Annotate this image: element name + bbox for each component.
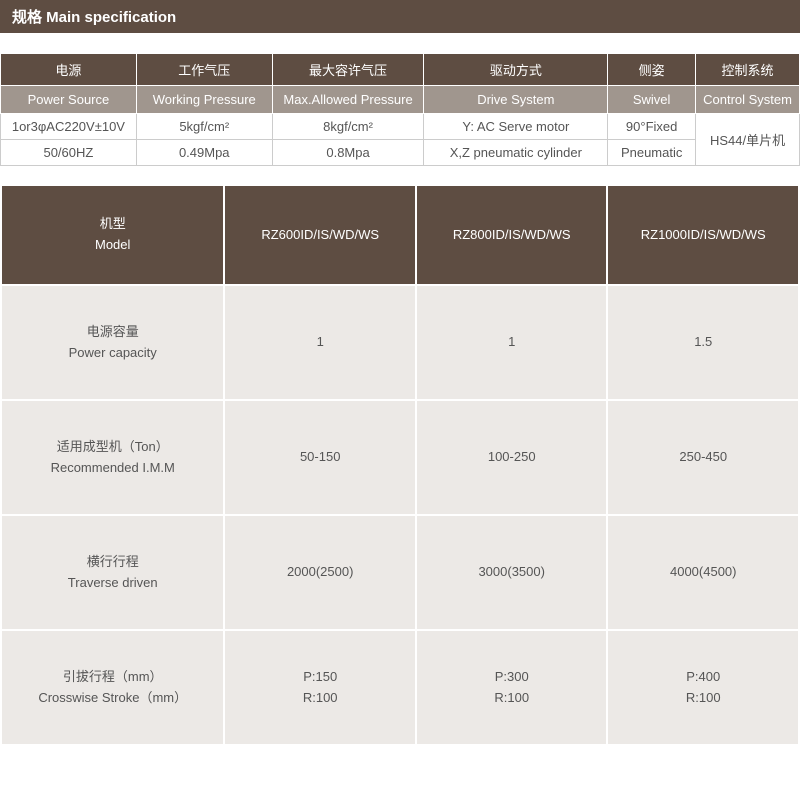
spec-h-cn-1: 工作气压 bbox=[136, 54, 272, 86]
spec-cell: Pneumatic bbox=[608, 140, 696, 166]
model-cell: 3000(3500) bbox=[416, 515, 608, 630]
spec-cell-control: HS44/单片机 bbox=[696, 114, 800, 166]
spec-header-cn: 电源 工作气压 最大容许气压 驱动方式 侧姿 控制系统 bbox=[1, 54, 800, 86]
spec-h-cn-0: 电源 bbox=[1, 54, 137, 86]
model-row-3: 引拔行程（mm） Crosswise Stroke（mm） P:150 R:10… bbox=[1, 630, 799, 745]
model-cell: P:400 R:100 bbox=[607, 630, 799, 745]
spec-cell: 90°Fixed bbox=[608, 114, 696, 140]
model-cell: 2000(2500) bbox=[224, 515, 416, 630]
model-row-label: 电源容量 Power capacity bbox=[1, 285, 224, 400]
spec-cell: 8kgf/cm² bbox=[272, 114, 424, 140]
spec-cell: 0.8Mpa bbox=[272, 140, 424, 166]
model-cell: 1 bbox=[416, 285, 608, 400]
model-cell: P:300 R:100 bbox=[416, 630, 608, 745]
model-cell: 4000(4500) bbox=[607, 515, 799, 630]
model-table: 机型 Model RZ600ID/IS/WD/WS RZ800ID/IS/WD/… bbox=[0, 184, 800, 746]
spec-h-en-4: Swivel bbox=[608, 86, 696, 114]
spec-h-cn-3: 驱动方式 bbox=[424, 54, 608, 86]
model-row-label: 适用成型机（Ton） Recommended I.M.M bbox=[1, 400, 224, 515]
spec-h-cn-5: 控制系统 bbox=[696, 54, 800, 86]
spec-cell: 50/60HZ bbox=[1, 140, 137, 166]
model-header-1: RZ800ID/IS/WD/WS bbox=[416, 185, 608, 285]
model-cell: 1.5 bbox=[607, 285, 799, 400]
model-header-0: RZ600ID/IS/WD/WS bbox=[224, 185, 416, 285]
spec-h-en-2: Max.Allowed Pressure bbox=[272, 86, 424, 114]
spec-row-0: 1or3φAC220V±10V 5kgf/cm² 8kgf/cm² Y: AC … bbox=[1, 114, 800, 140]
spec-cell: 5kgf/cm² bbox=[136, 114, 272, 140]
spec-h-en-0: Power Source bbox=[1, 86, 137, 114]
model-cell: P:150 R:100 bbox=[224, 630, 416, 745]
model-header-label: 机型 Model bbox=[1, 185, 224, 285]
model-cell: 100-250 bbox=[416, 400, 608, 515]
model-row-1: 适用成型机（Ton） Recommended I.M.M 50-150 100-… bbox=[1, 400, 799, 515]
model-header-2: RZ1000ID/IS/WD/WS bbox=[607, 185, 799, 285]
model-row-0: 电源容量 Power capacity 1 1 1.5 bbox=[1, 285, 799, 400]
page-title: 规格 Main specification bbox=[0, 0, 800, 33]
spec-cell: X,Z pneumatic cylinder bbox=[424, 140, 608, 166]
spec-h-en-1: Working Pressure bbox=[136, 86, 272, 114]
spec-h-en-3: Drive System bbox=[424, 86, 608, 114]
spec-cell: 0.49Mpa bbox=[136, 140, 272, 166]
spec-row-1: 50/60HZ 0.49Mpa 0.8Mpa X,Z pneumatic cyl… bbox=[1, 140, 800, 166]
spec-h-cn-2: 最大容许气压 bbox=[272, 54, 424, 86]
model-header-row: 机型 Model RZ600ID/IS/WD/WS RZ800ID/IS/WD/… bbox=[1, 185, 799, 285]
spec-h-en-5: Control System bbox=[696, 86, 800, 114]
spec-h-cn-4: 侧姿 bbox=[608, 54, 696, 86]
spec-header-en: Power Source Working Pressure Max.Allowe… bbox=[1, 86, 800, 114]
model-row-label: 引拔行程（mm） Crosswise Stroke（mm） bbox=[1, 630, 224, 745]
model-cell: 50-150 bbox=[224, 400, 416, 515]
spec-cell: 1or3φAC220V±10V bbox=[1, 114, 137, 140]
model-row-label: 横行行程 Traverse driven bbox=[1, 515, 224, 630]
spec-cell: Y: AC Serve motor bbox=[424, 114, 608, 140]
model-cell: 250-450 bbox=[607, 400, 799, 515]
model-cell: 1 bbox=[224, 285, 416, 400]
model-row-2: 横行行程 Traverse driven 2000(2500) 3000(350… bbox=[1, 515, 799, 630]
spec-table: 电源 工作气压 最大容许气压 驱动方式 侧姿 控制系统 Power Source… bbox=[0, 53, 800, 166]
